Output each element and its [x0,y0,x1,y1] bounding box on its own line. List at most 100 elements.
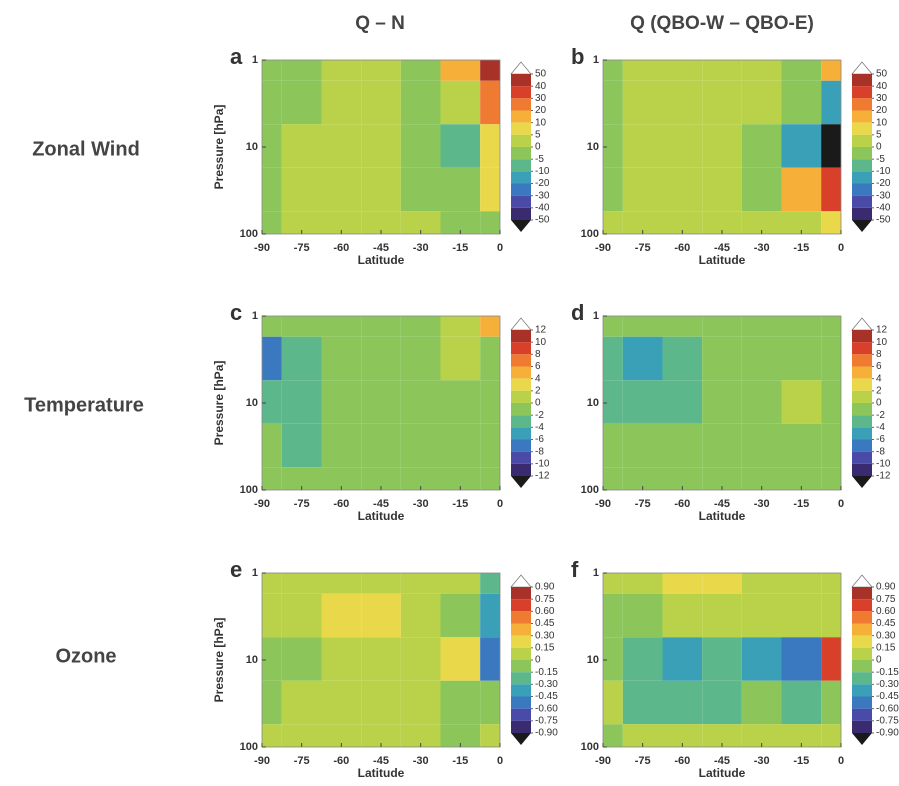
contour-cell [741,593,782,638]
contour-cell [281,573,322,594]
colorbar-box [511,330,531,343]
colorbar-label: 0 [535,142,541,153]
colorbar-label: 5 [876,129,882,140]
colorbar-label: -40 [876,202,891,213]
contour-cell [480,60,500,81]
colorbar-label: 0 [535,398,541,409]
colorbar-box [511,378,531,391]
contour-cell [480,423,500,468]
colorbar-label: -10 [535,166,550,177]
contour-cell [662,573,703,594]
y-tick-label: 1 [593,310,599,322]
colorbar-extend [852,476,872,488]
contour-cell [781,724,822,747]
contour-cell [480,167,500,212]
contour-cell [781,593,822,638]
x-tick-label: -90 [595,242,611,254]
colorbar-extend [851,574,873,588]
contour-cell [702,573,742,594]
colorbar-label: 0.60 [876,606,896,617]
y-tick-label: 100 [581,228,599,240]
contour-cell [281,724,322,747]
colorbar-box [852,98,872,111]
contour-cell [622,573,663,594]
contour-cell [262,124,282,168]
contour-cell [361,680,401,725]
colorbar-box [511,599,531,612]
colorbar-box [511,611,531,624]
contour-cell [603,680,623,725]
contour-cell [361,724,401,747]
contour-cell [702,423,742,468]
colorbar-extend [511,733,531,745]
contour-cell [622,680,663,725]
contour-cell [281,60,322,81]
contour-cell [622,124,663,168]
contour-cell [440,680,481,725]
colorbar-label: 0.60 [535,606,555,617]
row-label: Temperature [24,394,144,416]
contour-cell [262,467,282,490]
x-tick-label: -45 [373,498,389,510]
y-tick-label: 100 [240,741,258,753]
y-tick-label: 100 [240,484,258,496]
contour-cell [480,680,500,725]
contour-cell [702,380,742,424]
x-tick-label: -90 [595,755,611,767]
contour-cell [321,680,362,725]
contour-cell [361,167,401,212]
contour-cell [702,60,742,81]
colorbar-box [511,147,531,160]
contour-cell [361,423,401,468]
colorbar-label: -10 [876,458,891,469]
colorbar-label: 2 [876,385,882,396]
row-label: Ozone [55,645,116,667]
x-tick-label: -15 [793,242,809,254]
colorbar-box [852,366,872,379]
colorbar-label: -8 [535,446,544,457]
colorbar-box [511,366,531,379]
y-tick-label: 10 [587,654,599,666]
contour-cell [321,593,362,638]
colorbar-box [511,390,531,403]
colorbar-box [511,587,531,600]
colorbar-label: 0.90 [535,582,555,593]
colorbar-label: 10 [535,117,547,128]
colorbar-box [852,195,872,208]
contour-cell [262,423,282,468]
contour-cell [741,124,782,168]
colorbar-box [852,134,872,147]
y-tick-label: 100 [581,484,599,496]
contour-cell [662,680,703,725]
contour-cell [321,467,362,490]
colorbar-box [511,403,531,416]
contour-cell [321,724,362,747]
y-tick-label: 1 [593,567,599,579]
contour-cell [741,573,782,594]
contour-cell [321,211,362,234]
colorbar-box [511,110,531,123]
colorbar-label: -5 [876,154,885,165]
x-tick-label: -45 [373,242,389,254]
x-tick-label: -15 [793,755,809,767]
contour-cell [321,167,362,212]
y-tick-label: 1 [252,310,258,322]
colorbar-box [852,708,872,721]
contour-cell [622,593,663,638]
contour-cell [821,724,841,747]
contour-cell [702,680,742,725]
panel-label: a [230,44,243,69]
colorbar-label: -50 [535,215,550,226]
contour-cell [281,80,322,125]
colorbar-box [511,696,531,709]
contour-cell [400,467,441,490]
x-tick-label: -30 [413,498,429,510]
x-axis-label: Latitude [358,766,405,780]
y-tick-label: 10 [246,397,258,409]
contour-cell [480,124,500,168]
colorbar-label: -8 [876,446,885,457]
contour-cell [262,593,282,638]
colorbar-box [511,122,531,135]
colorbar-extend [511,220,531,232]
contour-cell [741,316,782,337]
